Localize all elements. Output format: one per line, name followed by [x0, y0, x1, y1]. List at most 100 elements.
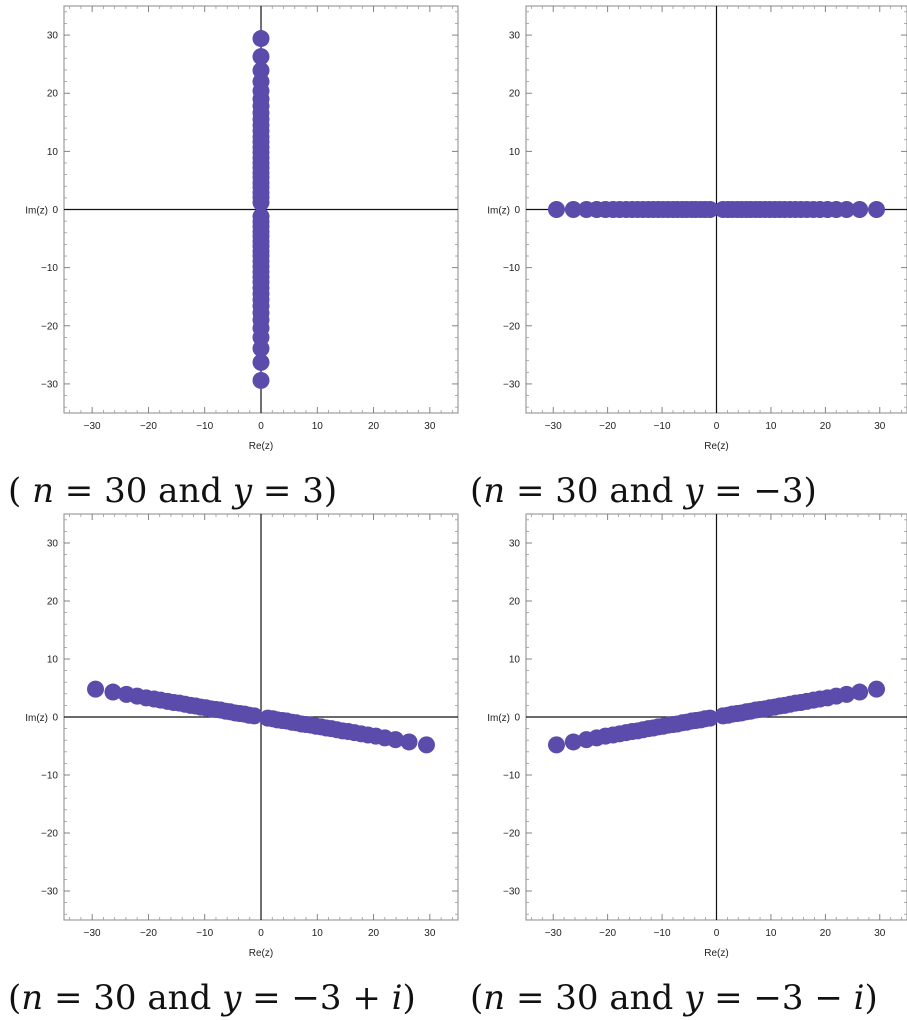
data-point [838, 201, 856, 218]
x-tick-label: 0 [714, 928, 720, 939]
data-point [701, 201, 719, 218]
x-tick-labels: −30 −20 −10 0 10 20 30 [545, 928, 886, 939]
y-tick-label: 30 [47, 539, 59, 550]
y-tick-label: −10 [503, 771, 520, 782]
data-point [104, 683, 122, 701]
y-tick-label: 30 [509, 31, 521, 42]
y-tick-label: 10 [47, 655, 59, 666]
data-points [547, 201, 886, 218]
x-tick-labels: −30 −20 −10 0 10 20 30 [545, 421, 886, 432]
x-tick-label: −10 [196, 928, 213, 939]
y-tick-label: 0 [514, 713, 520, 724]
x-tick-label: 20 [820, 928, 832, 939]
y-tick-label: 10 [509, 655, 521, 666]
y-tick-label: −20 [503, 321, 520, 332]
x-tick-label: −30 [545, 421, 562, 432]
x-tick-label: 30 [874, 421, 886, 432]
y-tick-label: 0 [52, 205, 58, 216]
y-axis-title: Im(z) [487, 713, 510, 724]
x-tick-label: 0 [258, 928, 264, 939]
y-tick-label: 0 [52, 713, 58, 724]
x-tick-label: 30 [424, 928, 436, 939]
x-tick-label: −30 [545, 928, 562, 939]
major-ticks [64, 514, 458, 920]
y-axis-title: Im(z) [487, 206, 510, 217]
data-points [547, 680, 886, 754]
y-tick-label: −10 [503, 263, 520, 274]
y-tick-label: 20 [47, 597, 59, 608]
y-tick-label: 20 [47, 89, 59, 100]
y-tick-label: −30 [41, 887, 58, 898]
data-point [252, 371, 270, 389]
x-tick-label: 0 [258, 421, 264, 432]
data-point [87, 680, 105, 698]
y-tick-label: −30 [503, 379, 520, 390]
y-tick-label: −20 [41, 829, 58, 840]
x-tick-label: −30 [84, 421, 101, 432]
x-tick-label: 30 [424, 421, 436, 432]
y-tick-label: −30 [41, 379, 58, 390]
data-point [252, 194, 270, 212]
data-point [564, 733, 582, 751]
x-axis-title: Re(z) [704, 441, 728, 452]
data-point [868, 680, 886, 698]
x-tick-labels: −30 −20 −10 0 10 20 30 [84, 421, 436, 432]
y-tick-label: 20 [509, 597, 521, 608]
y-tick-label: −10 [41, 771, 58, 782]
x-tick-label: −20 [599, 421, 616, 432]
x-axis-title: Re(z) [249, 441, 273, 452]
data-point [252, 30, 270, 48]
y-axis-title: Im(z) [25, 713, 48, 724]
data-point [252, 353, 270, 371]
caption-panel-3: (n = 30 and y = −3 + i) [8, 978, 416, 1018]
x-tick-label: −10 [196, 421, 213, 432]
data-point [387, 731, 405, 749]
data-point [547, 736, 565, 754]
data-point [701, 709, 719, 727]
y-tick-label: −20 [503, 829, 520, 840]
y-tick-label: 30 [509, 539, 521, 550]
major-ticks [526, 514, 907, 920]
x-tick-label: 10 [765, 421, 777, 432]
data-points [252, 30, 270, 389]
y-tick-label: 0 [514, 205, 520, 216]
data-point [838, 685, 856, 703]
x-tick-label: 20 [368, 928, 380, 939]
x-axis-title: Re(z) [249, 948, 273, 959]
y-tick-labels: −30 −20 −10 0 10 20 30 [503, 31, 520, 391]
data-point [400, 733, 418, 751]
x-tick-label: −20 [140, 928, 157, 939]
y-tick-label: −20 [41, 321, 58, 332]
data-point [851, 683, 869, 701]
data-point [245, 707, 263, 725]
y-tick-label: 10 [47, 147, 59, 158]
x-tick-label: 10 [312, 421, 324, 432]
data-point [252, 48, 270, 66]
data-point [547, 201, 565, 218]
y-tick-label: 20 [509, 89, 521, 100]
data-point [868, 201, 886, 218]
minor-ticks [64, 514, 458, 920]
x-tick-label: −20 [599, 928, 616, 939]
x-tick-label: −10 [654, 421, 671, 432]
data-point [417, 736, 435, 754]
x-tick-label: −30 [84, 928, 101, 939]
caption-panel-4: (n = 30 and y = −3 − i) [470, 978, 878, 1018]
x-tick-label: 20 [368, 421, 380, 432]
caption-panel-2: (n = 30 and y = −3) [470, 471, 817, 511]
x-tick-label: 10 [765, 928, 777, 939]
x-tick-label: 0 [714, 421, 720, 432]
y-tick-label: 10 [509, 147, 521, 158]
data-points [87, 680, 435, 754]
x-tick-label: 20 [820, 421, 832, 432]
y-tick-label: −10 [41, 263, 58, 274]
y-tick-labels: −30 −20 −10 0 10 20 30 [41, 539, 58, 898]
y-tick-labels: −30 −20 −10 0 10 20 30 [41, 31, 58, 391]
y-axis-title: Im(z) [25, 206, 48, 217]
x-tick-label: −20 [140, 421, 157, 432]
